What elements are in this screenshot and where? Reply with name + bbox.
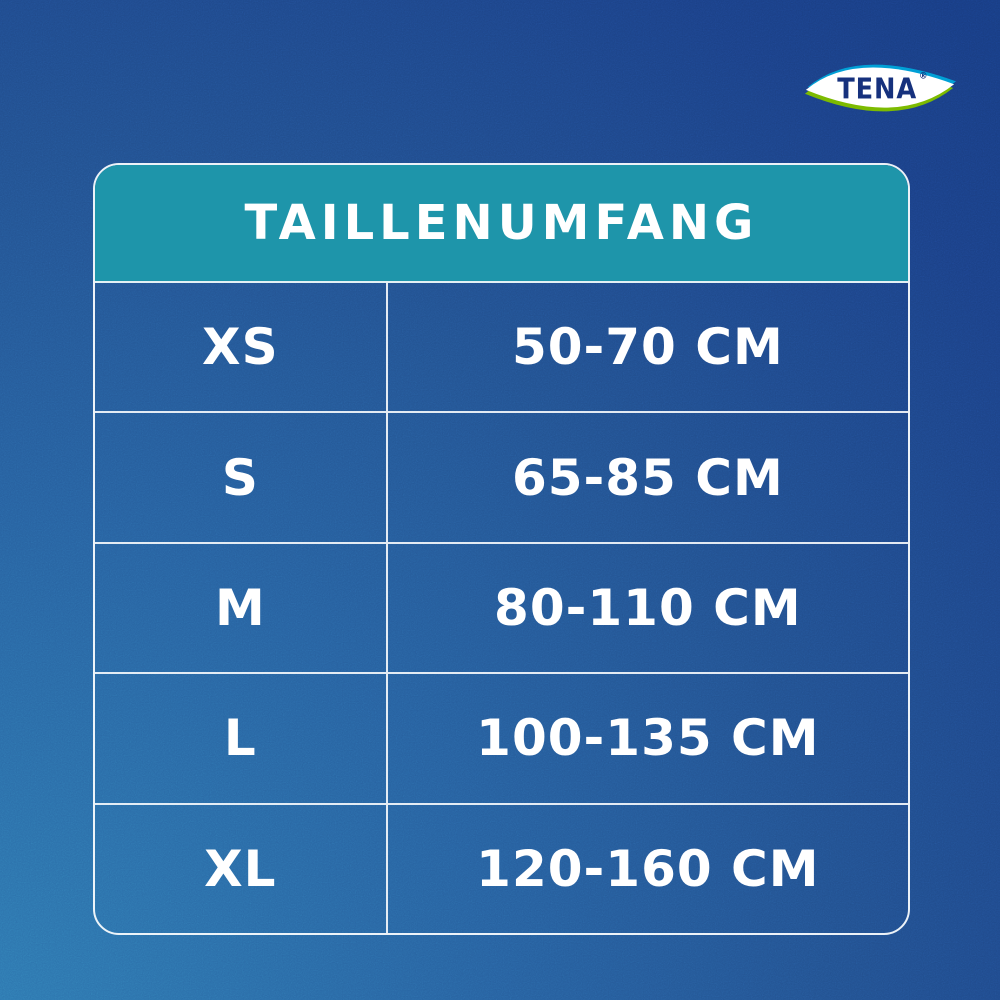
brand-name: TENA: [837, 72, 917, 105]
tena-logo-icon: TENA ®: [804, 64, 956, 112]
size-cell: M: [95, 543, 388, 673]
range-cell: 120-160 CM: [476, 839, 820, 898]
table-row: S 65-85 CM: [95, 413, 908, 544]
table-body: XS 50-70 CM S 65-85 CM M 80-110 CM L 100…: [95, 283, 908, 933]
table-row: XS 50-70 CM: [95, 283, 908, 414]
table-header: TAILLENUMFANG: [95, 165, 908, 283]
size-cell: S: [95, 413, 388, 542]
logo-lens-shape: [805, 67, 955, 108]
size-table: TAILLENUMFANG XS 50-70 CM S 65-85 CM M 8…: [93, 163, 910, 935]
size-cell: L: [95, 674, 388, 803]
range-cell: 50-70 CM: [511, 318, 784, 377]
range-cell: 65-85 CM: [511, 448, 784, 507]
brand-logo: TENA ®: [804, 55, 956, 121]
table-row: M 80-110 CM: [95, 543, 908, 675]
size-cell: XS: [95, 283, 388, 412]
range-cell: 100-135 CM: [476, 709, 820, 768]
table-title: TAILLENUMFANG: [244, 195, 759, 251]
registered-trademark: ®: [919, 72, 928, 82]
table-row: XL 120-160 CM: [95, 804, 908, 933]
size-cell: XL: [95, 804, 388, 933]
table-row: L 100-135 CM: [95, 674, 908, 805]
range-cell: 80-110 CM: [494, 579, 802, 638]
